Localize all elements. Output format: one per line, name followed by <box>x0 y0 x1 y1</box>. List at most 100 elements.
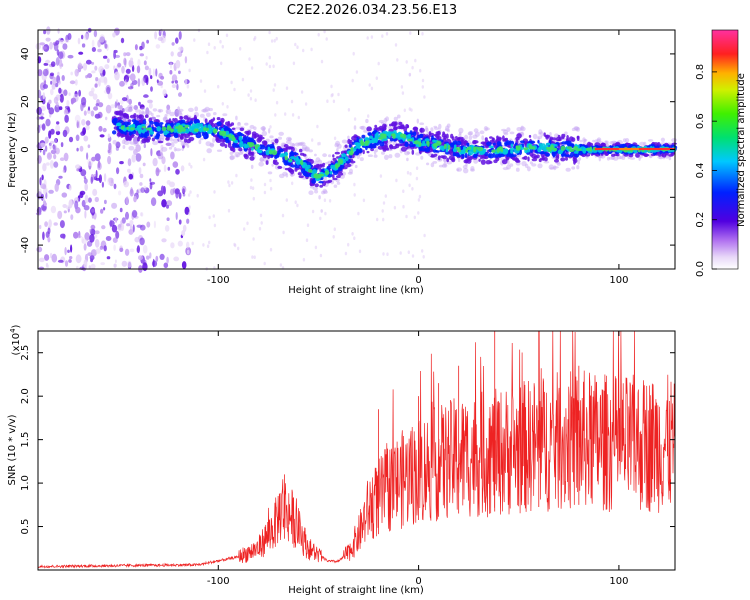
ridge-blob-2 <box>306 161 312 166</box>
noise-blob <box>178 192 182 200</box>
noise-blob <box>178 70 181 75</box>
noise-blob <box>57 71 60 76</box>
noise-blob <box>43 202 47 207</box>
noise-blob <box>81 119 86 126</box>
noise-blob-faint <box>367 114 370 118</box>
ridge-blob-0 <box>430 162 435 168</box>
ridge-blob-0 <box>638 156 641 161</box>
noise-blob <box>103 245 107 252</box>
noise-blob <box>166 256 169 264</box>
noise-blob <box>66 100 70 107</box>
noise-blob <box>171 42 175 46</box>
noise-blob-faint <box>187 193 191 197</box>
noise-blob-faint <box>227 180 230 184</box>
ridge-blob-0 <box>419 122 425 125</box>
ridge-blob-4 <box>378 136 384 140</box>
noise-blob <box>150 86 153 92</box>
noise-blob <box>99 34 105 43</box>
ridge-blob-4 <box>184 124 189 129</box>
noise-blob <box>136 245 140 254</box>
snr-panel: -100 0 100 0.5 1.0 1.5 2.0 2.5 Height of strai… <box>7 324 676 596</box>
ridge-blob-1 <box>374 124 378 128</box>
noise-blob <box>113 183 117 190</box>
ridge-blob-2 <box>537 139 540 144</box>
ridge-blob-0 <box>659 156 663 160</box>
ridge-blob-0 <box>146 110 152 115</box>
ridge-blob-0 <box>456 167 462 172</box>
noise-blob <box>116 167 120 175</box>
noise-blob <box>155 44 161 49</box>
noise-blob-faint <box>233 242 236 247</box>
noise-blob <box>63 210 67 214</box>
ridge-blob-1 <box>116 132 122 137</box>
noise-blob-faint <box>409 31 412 35</box>
ridge-blob-0 <box>347 171 353 175</box>
noise-blob <box>136 224 143 228</box>
ridge-blob-0 <box>175 148 182 152</box>
noise-blob <box>175 59 181 69</box>
ridge-blob-0 <box>660 137 666 142</box>
noise-blob-faint <box>366 36 369 40</box>
ridge-blob-2 <box>514 142 518 147</box>
noise-blob <box>91 208 95 213</box>
ridge-blob-3 <box>306 164 311 169</box>
snr-scale-exponent: 4 <box>9 328 17 333</box>
ridge-blob-3 <box>131 123 136 129</box>
ridge-blob-1 <box>332 177 338 181</box>
ridge-blob-3 <box>251 147 254 151</box>
noise-blob <box>60 233 66 239</box>
noise-blob-faint <box>408 72 412 77</box>
noise-blob <box>39 257 45 263</box>
noise-blob-faint <box>353 117 357 121</box>
ridge-blob-0 <box>112 139 117 145</box>
ridge-blob-0 <box>169 111 176 117</box>
ridge-blob-2 <box>187 121 191 125</box>
ridge-blob-1 <box>398 121 403 126</box>
ridge-blob-1 <box>527 156 530 162</box>
ridge-blob-0 <box>294 142 300 147</box>
noise-blob-faint <box>268 64 272 69</box>
ridge-blob-3 <box>137 127 143 134</box>
ridge-blob-2 <box>338 167 343 172</box>
noise-blob-faint <box>230 80 233 85</box>
ridge-blob-1 <box>538 158 542 163</box>
ridge-blob-0 <box>202 108 208 113</box>
ridge-blob-0 <box>301 144 308 150</box>
ridge-blob-4 <box>221 130 227 135</box>
noise-blob <box>142 162 146 167</box>
noise-blob <box>90 224 96 230</box>
noise-blob <box>174 80 178 84</box>
noise-blob <box>44 221 48 228</box>
y-tick-label: 0.5 <box>20 519 31 535</box>
ridge-blob-0 <box>122 145 126 149</box>
noise-blob <box>181 261 187 269</box>
ridge-blob-2 <box>304 173 311 178</box>
ridge-blob-0 <box>140 107 146 110</box>
ridge-blob-1 <box>533 155 539 159</box>
noise-blob <box>50 205 57 214</box>
noise-blob <box>119 247 124 252</box>
noise-blob <box>90 176 94 184</box>
noise-blob <box>167 166 171 171</box>
noise-blob <box>178 92 182 97</box>
noise-blob <box>89 228 92 233</box>
ridge-blob-2 <box>170 122 174 128</box>
noise-blob-faint <box>221 44 224 49</box>
noise-blob-faint <box>326 99 329 103</box>
ridge-blob-1 <box>504 137 509 141</box>
ridge-blob-3 <box>364 137 370 141</box>
ridge-blob-2 <box>461 153 465 159</box>
ridge-blob-0 <box>473 158 479 164</box>
ridge-blob-0 <box>532 133 538 140</box>
ridge-blob-2 <box>413 131 417 137</box>
ridge-blob-1 <box>493 159 498 164</box>
noise-blob <box>83 178 88 184</box>
noise-blob-faint <box>393 205 397 210</box>
ridge-blob-0 <box>481 135 485 141</box>
noise-blob <box>112 32 116 38</box>
ridge-blob-4 <box>360 141 364 146</box>
noise-blob <box>170 242 175 249</box>
noise-blob <box>43 29 47 35</box>
ridge-blob-3 <box>582 148 587 154</box>
noise-blob <box>135 144 141 152</box>
